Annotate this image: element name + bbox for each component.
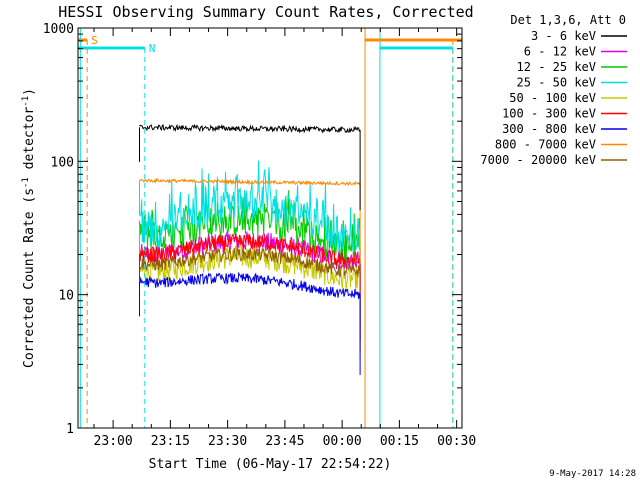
y-tick-label: 1000 — [43, 22, 74, 37]
legend-entry-label: 50 - 100 keV — [509, 91, 596, 105]
x-axis-ticks: 23:00 23:15 23:30 23:45 00:00 00:15 00:30 — [93, 28, 476, 449]
y-tick-label: 1 — [66, 422, 74, 437]
y-tick-label: 100 — [51, 155, 74, 170]
legend-title: Det 1,3,6, Att 0 — [510, 13, 626, 27]
annotation-marks: SN — [78, 28, 462, 428]
x-tick-label: 23:30 — [208, 434, 247, 449]
series-line — [139, 177, 361, 187]
series-line — [139, 271, 361, 299]
data-traces — [139, 123, 361, 375]
x-tick-label: 00:00 — [323, 434, 362, 449]
x-tick-label: 00:15 — [380, 434, 419, 449]
x-tick-label: 23:45 — [265, 434, 304, 449]
plot-frame — [77, 27, 463, 429]
series-line — [139, 246, 361, 278]
series-line — [139, 244, 361, 292]
saa-flag-label: S — [91, 34, 98, 47]
y-tick-label: 10 — [58, 289, 74, 304]
chart-title: HESSI Observing Summary Count Rates, Cor… — [58, 3, 473, 21]
legend-entry-label: 100 - 300 keV — [502, 107, 596, 121]
night-flag-label: N — [149, 42, 156, 55]
legend-entry-label: 300 - 800 keV — [502, 122, 596, 136]
legend-entry-label: 12 - 25 keV — [517, 60, 596, 74]
y-axis-label: Corrected Count Rate (s-1 detector-1) — [21, 88, 37, 368]
series-line — [139, 123, 361, 134]
x-tick-label: 00:30 — [437, 434, 476, 449]
legend-entry-label: 6 - 12 keV — [524, 45, 596, 59]
y-axis-ticks: 1 10 100 1000 — [43, 22, 462, 437]
legend-entry-label: 3 - 6 keV — [531, 29, 596, 43]
x-axis-label: Start Time (06-May-17 22:54:22) — [149, 457, 392, 472]
series-line — [139, 160, 361, 253]
legend-entry-label: 800 - 7000 keV — [495, 138, 596, 152]
x-tick-label: 23:00 — [94, 434, 133, 449]
series-line — [139, 233, 361, 269]
generation-timestamp: 9-May-2017 14:28 — [549, 469, 636, 479]
legend-entry-label: 25 - 50 keV — [517, 76, 596, 90]
legend-entry-label: 7000 - 20000 keV — [480, 153, 596, 167]
x-tick-label: 23:15 — [151, 434, 190, 449]
